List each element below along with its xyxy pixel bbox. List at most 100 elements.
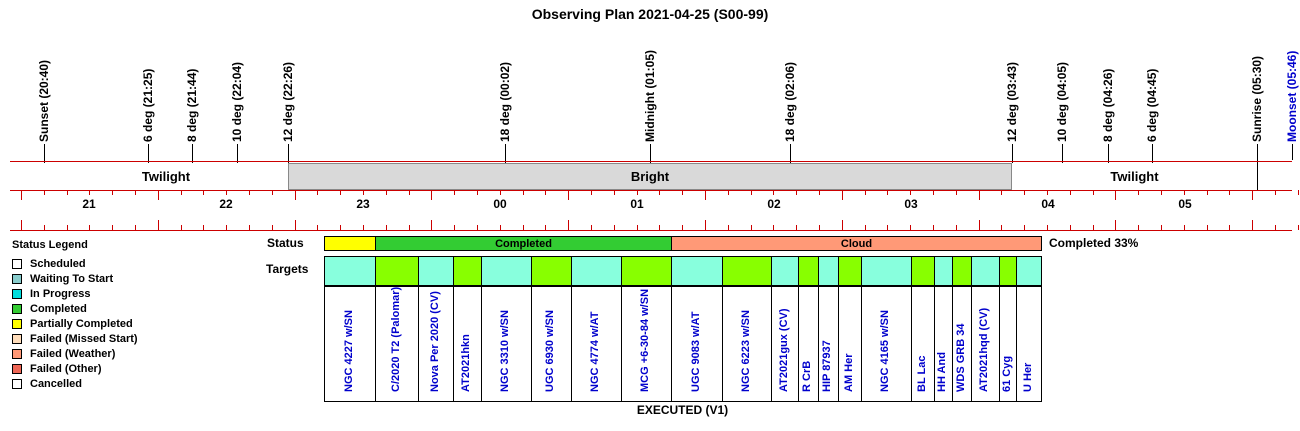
axis-tick — [409, 225, 410, 230]
axis-tick — [819, 225, 820, 230]
axis-tick — [340, 225, 341, 230]
target-name[interactable]: UGC 9083 w/AT — [690, 311, 702, 393]
target-column — [722, 286, 771, 401]
target-status-cell[interactable] — [324, 256, 376, 286]
target-name[interactable]: R CrB — [801, 360, 813, 392]
target-name[interactable]: AT2021gux (CV) — [778, 308, 790, 392]
target-name[interactable]: AT2021hqd (CV) — [978, 307, 990, 392]
axis-tick — [887, 225, 888, 230]
target-name[interactable]: 61 Cyg — [1001, 355, 1013, 392]
target-column — [1016, 286, 1041, 401]
target-status-cell[interactable] — [971, 256, 1000, 286]
axis-tick — [1252, 190, 1253, 200]
target-name[interactable]: Nova Per 2020 (CV) — [429, 291, 441, 392]
axis-tick — [659, 225, 660, 230]
target-column — [531, 286, 571, 401]
target-name[interactable]: U Her — [1022, 362, 1034, 392]
axis-tick — [21, 190, 22, 200]
axis-tick — [1229, 225, 1230, 230]
executed-footer: EXECUTED (V1) — [636, 403, 729, 417]
target-status-cell[interactable] — [798, 256, 819, 286]
axis-tick — [295, 220, 296, 230]
legend-label: Partially Completed — [30, 317, 133, 330]
target-status-cell[interactable] — [375, 256, 419, 286]
axis-tick — [1093, 225, 1094, 230]
axis-tick — [1001, 225, 1002, 230]
target-name[interactable]: NGC 4227 w/SN — [343, 310, 355, 392]
target-name[interactable]: BL Lac — [916, 355, 928, 392]
target-name[interactable]: HH And — [936, 352, 948, 392]
legend-swatch — [12, 303, 22, 314]
target-name[interactable]: NGC 4774 w/AT — [589, 311, 601, 393]
axis-tick — [158, 190, 159, 200]
axis-tick — [773, 225, 774, 230]
axis-tick — [340, 190, 341, 195]
axis-tick — [865, 225, 866, 230]
axis-tick — [431, 220, 432, 230]
target-status-cell[interactable] — [722, 256, 772, 286]
target-status-cell[interactable] — [481, 256, 532, 286]
status-row-label: Status — [267, 236, 304, 250]
hour-label: 23 — [356, 197, 370, 211]
target-status-cell[interactable] — [453, 256, 482, 286]
target-name[interactable]: WDS GRB 34 — [955, 323, 967, 392]
axis-tick — [158, 220, 159, 230]
target-name[interactable]: NGC 4165 w/SN — [879, 310, 891, 392]
target-status-cell[interactable] — [771, 256, 799, 286]
target-name[interactable]: C/2020 T2 (Palomar) — [390, 286, 402, 392]
target-name[interactable]: NGC 6223 w/SN — [740, 310, 752, 392]
target-status-cell[interactable] — [934, 256, 953, 286]
axis-tick — [67, 190, 68, 195]
axis-tick — [1184, 190, 1185, 195]
event-label: Sunset (20:40) — [37, 59, 51, 142]
axis-tick — [89, 225, 90, 230]
axis-tick — [933, 225, 934, 230]
hour-label: 21 — [82, 197, 96, 211]
axis-tick — [682, 190, 683, 195]
hour-label: 04 — [1041, 197, 1055, 211]
target-status-cell[interactable] — [1016, 256, 1042, 286]
target-status-cell[interactable] — [671, 256, 723, 286]
target-status-cell[interactable] — [838, 256, 862, 286]
period-bright: Bright — [288, 163, 1012, 190]
target-status-cell[interactable] — [952, 256, 972, 286]
target-name[interactable]: NGC 3310 w/SN — [499, 310, 511, 392]
target-status-cell[interactable] — [621, 256, 672, 286]
axis-tick — [933, 190, 934, 195]
axis-tick — [203, 225, 204, 230]
axis-tick — [1070, 190, 1071, 195]
target-column — [481, 286, 531, 401]
target-column — [971, 286, 999, 401]
axis-tick — [796, 225, 797, 230]
axis-tick — [1207, 225, 1208, 230]
target-name[interactable]: AM Her — [843, 353, 855, 392]
target-status-cell[interactable] — [418, 256, 454, 286]
target-status-cell[interactable] — [531, 256, 572, 286]
legend-label: Waiting To Start — [30, 272, 114, 285]
target-status-cell[interactable] — [818, 256, 839, 286]
legend-item: Failed (Other) — [12, 361, 102, 376]
axis-tick — [842, 190, 843, 200]
legend-label: Failed (Weather) — [30, 347, 116, 360]
event-label: 18 deg (00:02) — [498, 61, 512, 142]
axis-tick — [363, 190, 364, 195]
legend-swatch — [12, 363, 22, 374]
target-status-cell[interactable] — [911, 256, 935, 286]
axis-tick — [1298, 225, 1299, 230]
event-marker-line — [1292, 144, 1293, 160]
axis-tick — [477, 190, 478, 195]
event-marker-line — [1257, 144, 1258, 191]
legend-item: Cancelled — [12, 376, 82, 391]
axis-tick — [1161, 225, 1162, 230]
axis-tick — [705, 220, 706, 230]
axis-tick — [1161, 190, 1162, 195]
axis-tick — [295, 190, 296, 200]
target-name[interactable]: HIP 87937 — [821, 340, 833, 392]
target-name[interactable]: UGC 6930 w/SN — [544, 310, 556, 392]
target-status-cell[interactable] — [999, 256, 1017, 286]
target-name[interactable]: MCG +6-30-84 w/SN — [639, 288, 651, 392]
target-status-cell[interactable] — [571, 256, 622, 286]
axis-tick — [249, 190, 250, 195]
target-name[interactable]: AT2021hkn — [460, 334, 472, 392]
target-status-cell[interactable] — [861, 256, 912, 286]
